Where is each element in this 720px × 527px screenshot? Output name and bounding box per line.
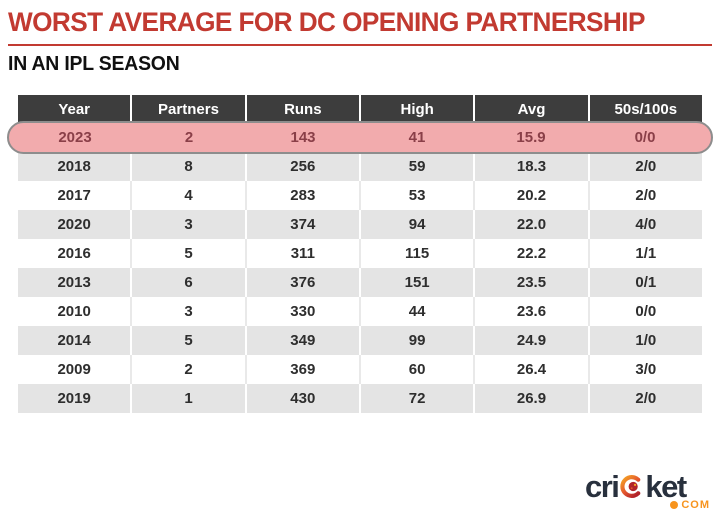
column-header-high: High [358,95,473,123]
cell-50s-100s: 4/0 [587,210,702,239]
cell-runs: 374 [244,210,359,239]
logo-tld-text: COM [681,499,710,511]
logo-wordmark: cri ket [585,471,712,502]
page-subtitle: IN AN IPL SEASON [8,53,180,75]
cell-avg: 22.2 [473,239,587,268]
logo-text-ket: ket [645,469,687,504]
cell-partners: 3 [130,210,244,239]
cell-runs: 311 [244,239,359,268]
cricket-ball-icon [620,475,641,498]
cell-50s-100s: 2/0 [587,181,702,210]
cell-50s-100s: 3/0 [587,355,702,384]
table-row-2017: 2017 4 283 53 20.2 2/0 [18,181,702,210]
cell-50s-100s: 0/0 [634,129,656,146]
cell-runs: 376 [244,268,359,297]
cell-50s-100s: 2/0 [587,384,702,413]
cell-avg: 26.4 [473,355,587,384]
cell-runs: 330 [244,297,359,326]
cell-runs: 369 [244,355,359,384]
cell-high: 53 [358,181,473,210]
table-row-2020: 2020 3 374 94 22.0 4/0 [18,210,702,239]
logo-domain: COM [585,499,712,511]
logo-dot-icon [670,501,679,509]
cell-runs: 143 [290,129,316,146]
cell-partners: 5 [130,326,244,355]
cell-50s-100s: 1/0 [587,326,702,355]
cell-50s-100s: 1/1 [587,239,702,268]
cell-partners: 2 [184,129,194,146]
table-header-row: Year Partners Runs High Avg 50s/100s [18,95,702,123]
cricket-com-logo: cri ket COM [585,471,712,511]
cell-runs: 256 [244,152,359,181]
cell-year: 2023 [58,129,92,146]
table-row-2014: 2014 5 349 99 24.9 1/0 [18,326,702,355]
cell-avg: 23.5 [473,268,587,297]
cell-partners: 5 [130,239,244,268]
table-row-2019: 2019 1 430 72 26.9 2/0 [18,384,702,413]
cell-avg: 23.6 [473,297,587,326]
page-title: WORST AVERAGE FOR DC OPENING PARTNERSHIP [8,7,645,37]
cell-year: 2019 [57,390,91,407]
logo-text-cri: cri [585,469,620,504]
table-row-highlighted-2023: 2023 2 143 41 15.9 0/0 [7,121,713,154]
cell-avg: 20.2 [473,181,587,210]
cell-year: 2014 [57,332,91,349]
table-row-2018: 2018 8 256 59 18.3 2/0 [18,152,702,181]
cell-partners: 3 [130,297,244,326]
cell-avg: 15.9 [516,129,546,146]
cell-runs: 349 [244,326,359,355]
cell-year: 2017 [57,187,91,204]
cell-partners: 2 [130,355,244,384]
cell-year: 2018 [57,158,91,175]
column-header-year: Year [58,100,91,118]
cell-year: 2010 [57,303,91,320]
cell-runs: 283 [244,181,359,210]
cell-avg: 22.0 [473,210,587,239]
cell-runs: 430 [244,384,359,413]
cell-high: 99 [358,326,473,355]
column-header-runs: Runs [244,95,359,123]
cell-high: 60 [358,355,473,384]
cell-50s-100s: 2/0 [587,152,702,181]
cell-high: 44 [358,297,473,326]
cell-high: 41 [408,129,426,146]
cell-high: 115 [358,239,473,268]
table-row-2013: 2013 6 376 151 23.5 0/1 [18,268,702,297]
cell-year: 2016 [57,245,91,262]
cell-partners: 6 [130,268,244,297]
cell-high: 59 [358,152,473,181]
title-divider [8,44,712,46]
cell-partners: 1 [130,384,244,413]
cell-avg: 24.9 [473,326,587,355]
column-header-avg: Avg [473,95,587,123]
column-header-partners: Partners [130,95,244,123]
cell-high: 151 [358,268,473,297]
cell-avg: 18.3 [473,152,587,181]
cell-partners: 8 [130,152,244,181]
cell-partners: 4 [130,181,244,210]
column-header-50s-100s: 50s/100s [587,95,702,123]
stats-table: Year Partners Runs High Avg 50s/100s 202… [7,95,713,413]
cell-50s-100s: 0/0 [587,297,702,326]
cell-year: 2009 [57,361,91,378]
cell-avg: 26.9 [473,384,587,413]
cell-50s-100s: 0/1 [587,268,702,297]
cell-year: 2020 [57,216,91,233]
table-row-2016: 2016 5 311 115 22.2 1/1 [18,239,702,268]
cell-year: 2013 [57,274,91,291]
cell-high: 94 [358,210,473,239]
table-row-2009: 2009 2 369 60 26.4 3/0 [18,355,702,384]
cell-high: 72 [358,384,473,413]
table-row-2010: 2010 3 330 44 23.6 0/0 [18,297,702,326]
